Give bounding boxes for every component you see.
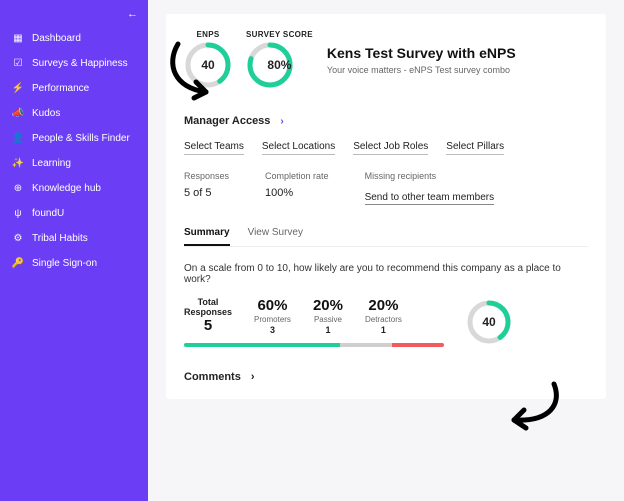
sidebar-collapse[interactable]: ← <box>0 8 148 26</box>
stat-completion-value: 100% <box>265 187 329 199</box>
bd-detractors: 20% Detractors 1 <box>365 297 402 335</box>
survey-title: Kens Test Survey with eNPS <box>327 45 516 61</box>
survey-score-ring-wrap: SURVEY SCORE 80% <box>246 30 313 89</box>
sidebar-item-label: People & Skills Finder <box>32 133 130 144</box>
survey-score-label: SURVEY SCORE <box>246 30 313 39</box>
stat-completion-label: Completion rate <box>265 171 329 181</box>
learning-icon: ✨ <box>12 158 24 169</box>
bd-passive: 20% Passive 1 <box>313 297 343 335</box>
bd-promoters-label: Promoters <box>254 315 291 324</box>
grid-icon: ▦ <box>12 33 24 44</box>
sidebar-item-dashboard[interactable]: ▦ Dashboard <box>0 26 148 51</box>
bd-passive-pct: 20% <box>313 297 343 314</box>
sidebar-item-label: Kudos <box>32 108 60 119</box>
bd-detractors-pct: 20% <box>365 297 402 314</box>
bd-total-label-top: Total <box>184 297 232 307</box>
bd-promoters-count: 3 <box>254 325 291 335</box>
sidebar-item-kudos[interactable]: 📣 Kudos <box>0 101 148 126</box>
sidebar-item-tribal-habits[interactable]: ⚙ Tribal Habits <box>0 226 148 251</box>
knowledge-icon: ⊕ <box>12 183 24 194</box>
sidebar-item-foundu[interactable]: ψfoundU <box>0 201 148 226</box>
bar-segment-detractors <box>392 343 444 347</box>
bar-segment-passive <box>340 343 392 347</box>
tribal-icon: ⚙ <box>12 233 24 244</box>
bd-total-label-bottom: Responses <box>184 307 232 317</box>
main: ENPS 40 SURVEY SCORE 80% Kens Test Surve… <box>148 0 624 501</box>
bd-passive-label: Passive <box>313 315 343 324</box>
survey-card: ENPS 40 SURVEY SCORE 80% Kens Test Surve… <box>166 14 606 399</box>
tabs: Summary View Survey <box>184 227 588 247</box>
stat-responses: Responses 5 of 5 <box>184 171 229 205</box>
stats-row: Responses 5 of 5 Completion rate 100% Mi… <box>184 171 588 205</box>
sidebar-item-label: Surveys & Happiness <box>32 58 128 69</box>
send-to-others-link[interactable]: Send to other team members <box>365 192 495 205</box>
sidebar-item-label: foundU <box>32 208 64 219</box>
sidebar-item-single-sign-on[interactable]: 🔑 Single Sign-on <box>0 251 148 276</box>
breakdown-ring: 40 <box>466 299 512 345</box>
stat-missing-label: Missing recipients <box>365 171 495 181</box>
sidebar-item-label: Tribal Habits <box>32 233 88 244</box>
sidebar-item-label: Dashboard <box>32 33 81 44</box>
filter-select-teams[interactable]: Select Teams <box>184 141 244 155</box>
manager-access-label: Manager Access <box>184 115 270 127</box>
filter-select-pillars[interactable]: Select Pillars <box>446 141 504 155</box>
sidebar-item-learning[interactable]: ✨ Learning <box>0 151 148 176</box>
bd-total: Total Responses 5 <box>184 297 232 334</box>
stat-responses-label: Responses <box>184 171 229 181</box>
bd-total-value: 5 <box>184 317 232 334</box>
sidebar-item-performance[interactable]: ⚡ Performance <box>0 76 148 101</box>
chevron-right-icon: › <box>280 116 283 127</box>
sidebar-item-label: Single Sign-on <box>32 258 97 269</box>
breakdown-bar <box>184 343 444 347</box>
tab-view-survey[interactable]: View Survey <box>248 227 303 246</box>
people-icon: 👤 <box>12 133 24 144</box>
bar-segment-promoters <box>184 343 340 347</box>
bd-promoters: 60% Promoters 3 <box>254 297 291 335</box>
hero-row: ENPS 40 SURVEY SCORE 80% Kens Test Surve… <box>184 30 588 89</box>
enps-ring-wrap: ENPS 40 <box>184 30 232 89</box>
sidebar-item-label: Learning <box>32 158 71 169</box>
hero-text: Kens Test Survey with eNPS Your voice ma… <box>327 45 516 75</box>
sidebar-item-surveys-happiness[interactable]: ☑ Surveys & Happiness <box>0 51 148 76</box>
sidebar-item-label: Performance <box>32 83 89 94</box>
chevron-right-icon: › <box>251 371 255 383</box>
filter-select-job-roles[interactable]: Select Job Roles <box>353 141 428 155</box>
manager-access-toggle[interactable]: Manager Access › <box>184 115 588 127</box>
survey-subtitle: Your voice matters - eNPS Test survey co… <box>327 65 516 75</box>
comments-label: Comments <box>184 371 241 383</box>
stat-completion: Completion rate 100% <box>265 171 329 205</box>
foundu-icon: ψ <box>12 208 24 219</box>
bd-detractors-count: 1 <box>365 325 402 335</box>
survey-icon: ☑ <box>12 58 24 69</box>
tab-summary[interactable]: Summary <box>184 227 230 246</box>
sidebar: ← ▦ Dashboard ☑ Surveys & Happiness ⚡ Perform… <box>0 0 148 501</box>
filter-row: Select Teams Select Locations Select Job R… <box>184 141 588 155</box>
sidebar-item-label: Knowledge hub <box>32 183 101 194</box>
sso-icon: 🔑 <box>12 258 24 269</box>
stat-responses-value: 5 of 5 <box>184 187 229 199</box>
enps-ring: 40 <box>184 41 232 89</box>
survey-score-ring: 80% <box>246 41 313 89</box>
question-text: On a scale from 0 to 10, how likely are … <box>184 263 588 285</box>
bd-detractors-label: Detractors <box>365 315 402 324</box>
filter-select-locations[interactable]: Select Locations <box>262 141 335 155</box>
stat-missing: Missing recipients Send to other team me… <box>365 171 495 205</box>
enps-label: ENPS <box>184 30 232 39</box>
bd-passive-count: 1 <box>313 325 343 335</box>
breakdown-row: Total Responses 5 60% Promoters 3 20% Pa… <box>184 297 588 347</box>
performance-icon: ⚡ <box>12 83 24 94</box>
comments-toggle[interactable]: Comments › <box>184 371 588 383</box>
sidebar-item-people-skills-finder[interactable]: 👤 People & Skills Finder <box>0 126 148 151</box>
kudos-icon: 📣 <box>12 108 24 119</box>
bd-promoters-pct: 60% <box>254 297 291 314</box>
sidebar-item-knowledge-hub[interactable]: ⊕ Knowledge hub <box>0 176 148 201</box>
